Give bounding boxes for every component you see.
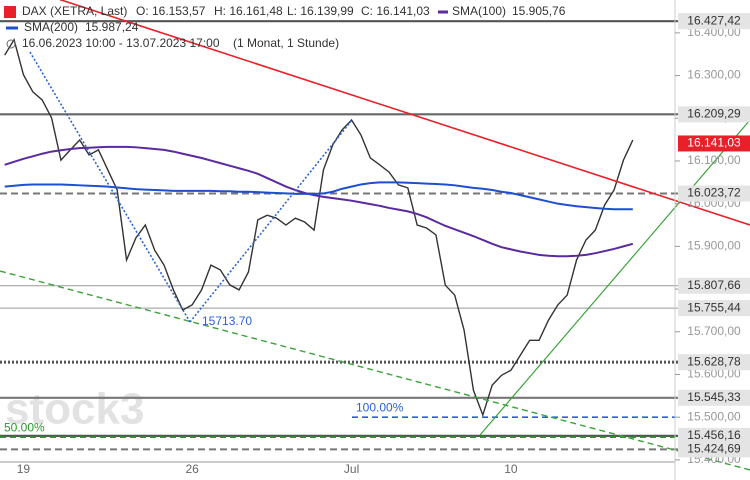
level-label-bg bbox=[678, 277, 750, 294]
x-tick-label: Jul bbox=[344, 462, 359, 476]
x-tick-label: 10 bbox=[504, 462, 518, 476]
watermark: stock3 bbox=[5, 385, 144, 434]
period: 16.06.2023 10:00 - 13.07.2023 17:00 bbox=[22, 36, 220, 50]
level-label: 16.141,03 bbox=[687, 136, 741, 150]
y-tick-label: 15.900,00 bbox=[687, 239, 741, 253]
level-label: 16.023,72 bbox=[687, 186, 741, 200]
annotation: 15713.70 bbox=[202, 314, 252, 328]
legend-entry: SMA(200) bbox=[24, 20, 78, 34]
level-label: 15.807,66 bbox=[687, 278, 741, 292]
legend-value: 15.987,24 bbox=[85, 20, 139, 34]
legend-icon bbox=[4, 6, 16, 18]
clock-icon bbox=[6, 39, 16, 49]
level-label-bg bbox=[678, 185, 750, 202]
ohlc: C: 16.141,03 bbox=[361, 4, 430, 18]
legend-value: 15.905,76 bbox=[512, 4, 566, 18]
ohlc: O: 16.153,57 bbox=[136, 4, 206, 18]
level-label: 15.545,33 bbox=[687, 390, 741, 404]
level-label: 16.427,42 bbox=[687, 13, 741, 27]
labels: 15.400,0015.500,0015.600,0015.700,0015.8… bbox=[17, 13, 750, 476]
legend-title: DAX (XETRA, Last) bbox=[22, 4, 127, 18]
level-label: 15.456,16 bbox=[687, 428, 741, 442]
ohlc: H: 16.161,48 bbox=[214, 4, 283, 18]
trend-line bbox=[189, 119, 353, 323]
level-label-bg bbox=[678, 300, 750, 317]
level-label: 15.424,69 bbox=[687, 441, 741, 455]
level-label: 15.755,44 bbox=[687, 300, 741, 314]
y-tick-label: 16.300,00 bbox=[687, 68, 741, 82]
level-label-bg bbox=[678, 389, 750, 406]
price-line bbox=[4, 37, 634, 418]
x-tick-label: 19 bbox=[17, 462, 31, 476]
trend-line bbox=[58, 0, 750, 226]
level-label-bg bbox=[678, 106, 750, 123]
y-tick-label: 16.100,00 bbox=[687, 153, 741, 167]
legend: DAX (XETRA, Last) O: 16.153,57 H: 16.161… bbox=[4, 4, 566, 50]
plot: 100.00% 50.00% bbox=[0, 20, 678, 451]
level-label-bg bbox=[678, 135, 750, 152]
sma-line bbox=[4, 145, 634, 258]
legend-entry: SMA(100) bbox=[452, 4, 506, 18]
interval: (1 Monat, 1 Stunde) bbox=[233, 36, 339, 50]
level-label-bg bbox=[678, 13, 750, 30]
level-label-bg bbox=[678, 354, 750, 371]
level-label: 15.628,78 bbox=[687, 354, 741, 368]
trend-line bbox=[479, 119, 750, 436]
level-label: 16.209,29 bbox=[687, 106, 741, 120]
x-tick-label: 26 bbox=[186, 462, 200, 476]
level-label-bg bbox=[678, 427, 750, 444]
level-label-bg bbox=[678, 441, 750, 458]
fib-label: 50.00% bbox=[4, 420, 45, 434]
y-tick-label: 15.700,00 bbox=[687, 324, 741, 338]
fib-label: 100.00% bbox=[356, 400, 404, 414]
y-tick-label: 15.500,00 bbox=[687, 409, 741, 423]
ohlc: L: 16.139,99 bbox=[287, 4, 354, 18]
trend-line bbox=[29, 51, 191, 323]
